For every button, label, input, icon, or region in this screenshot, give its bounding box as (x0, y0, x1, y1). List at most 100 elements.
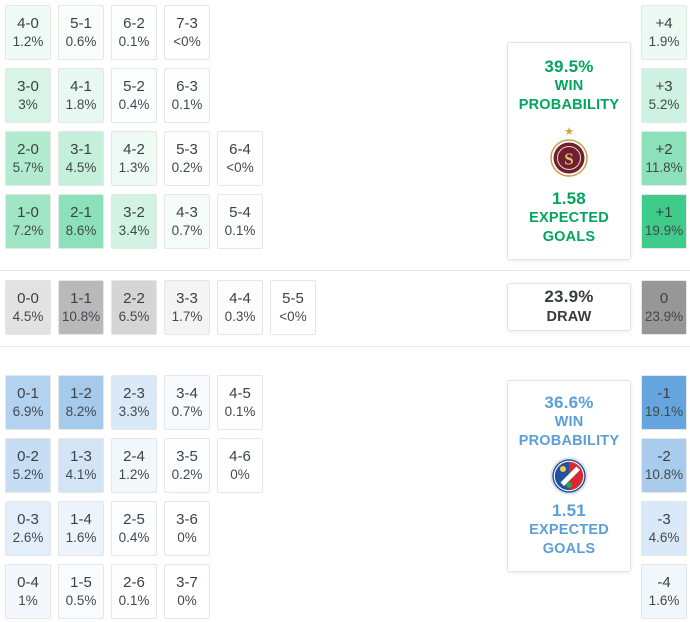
away-expected-label: EXPECTED (529, 522, 609, 538)
cell-label: 0-3 (17, 511, 39, 528)
home-win-summary: 39.5% WIN PROBABILITY (519, 57, 619, 115)
cell-percentage: 23.9% (644, 309, 684, 324)
cell-label: 0 (659, 290, 669, 307)
cell-percentage: 8.6% (65, 223, 97, 238)
cell-label: 3-1 (70, 141, 92, 158)
cell-percentage: 6.5% (118, 309, 150, 324)
cell-percentage: <0% (173, 34, 201, 49)
home-win-probability-value: 39.5% (544, 57, 594, 76)
home-score-cell: 3-0 3% (5, 68, 51, 123)
champion-star-icon: ★ (564, 126, 574, 138)
draw-panel: 23.9% DRAW (507, 283, 631, 331)
home-expected-label: EXPECTED (529, 210, 609, 226)
home-score-cell: 2-1 8.6% (58, 194, 104, 249)
cell-percentage: 0.5% (65, 593, 97, 608)
cell-label: 5-5 (282, 290, 304, 307)
cell-percentage: 0.7% (171, 404, 203, 419)
cell-label: 2-4 (123, 448, 145, 465)
cell-label: -4 (657, 574, 671, 591)
cell-label: 1-4 (70, 511, 92, 528)
cell-percentage: 3% (18, 97, 38, 112)
cell-percentage: 4.6% (648, 530, 680, 545)
cell-label: 3-7 (176, 574, 198, 591)
home-crest-letter: S (564, 150, 573, 169)
away-score-cell: 3-4 0.7% (164, 375, 210, 430)
cell-percentage: 0.1% (171, 97, 203, 112)
cell-label: 3-3 (176, 290, 198, 307)
cell-percentage: 6.9% (12, 404, 44, 419)
cell-label: 4-4 (229, 290, 251, 307)
cell-percentage: 4.5% (65, 160, 97, 175)
cell-label: 1-2 (70, 385, 92, 402)
cell-percentage: 5.7% (12, 160, 44, 175)
cell-percentage: 1.3% (118, 160, 150, 175)
home-goal-margin-cell: +4 1.9% (641, 5, 687, 60)
away-win-label: WIN (554, 414, 584, 430)
cell-percentage: 0.4% (118, 97, 150, 112)
home-goal-margin-cell: +1 19.9% (641, 194, 687, 249)
cell-label: 3-5 (176, 448, 198, 465)
cell-label: 7-3 (176, 15, 198, 32)
home-goal-margin-cell: +3 5.2% (641, 68, 687, 123)
away-score-cell: 2-3 3.3% (111, 375, 157, 430)
cell-percentage: 1.6% (65, 530, 97, 545)
cell-label: +4 (655, 15, 673, 32)
cell-label: 0-4 (17, 574, 39, 591)
cell-percentage: 0.2% (171, 160, 203, 175)
cell-percentage: 5.2% (12, 467, 44, 482)
away-score-cell: 1-3 4.1% (58, 438, 104, 493)
cell-label: 4-1 (70, 78, 92, 95)
cell-percentage: 0.1% (118, 34, 150, 49)
cell-percentage: 5.2% (648, 97, 680, 112)
cell-label: 6-2 (123, 15, 145, 32)
away-score-cell: 1-4 1.6% (58, 501, 104, 556)
draw-score-cell: 4-4 0.3% (217, 280, 263, 335)
cell-label: 0-0 (17, 290, 39, 307)
cell-percentage: 1.7% (171, 309, 203, 324)
cell-label: 4-5 (229, 385, 251, 402)
away-goal-margin-cell: -3 4.6% (641, 501, 687, 556)
away-win-panel: 36.6% WIN PROBABILITY 1.51 EXPECTED GOAL… (507, 380, 631, 572)
cell-percentage: 3.4% (118, 223, 150, 238)
draw-score-cell: 3-3 1.7% (164, 280, 210, 335)
draw-probability-value: 23.9% (544, 287, 594, 306)
cell-label: -3 (657, 511, 671, 528)
away-win-summary: 36.6% WIN PROBABILITY (519, 393, 619, 451)
home-score-cell: 4-3 0.7% (164, 194, 210, 249)
cell-percentage: <0% (279, 309, 307, 324)
section-divider-top (0, 270, 690, 271)
cell-label: 5-4 (229, 204, 251, 221)
cell-percentage: 0% (230, 467, 250, 482)
draw-score-cell: 0-0 4.5% (5, 280, 51, 335)
home-score-cell: 5-1 0.6% (58, 5, 104, 60)
home-expected-goals-summary: 1.58 EXPECTED GOALS (529, 189, 609, 247)
cell-label: 1-1 (70, 290, 92, 307)
home-team-crest-wrap: ★ S (550, 127, 588, 177)
cell-percentage: 1.2% (118, 467, 150, 482)
home-win-panel: 39.5% WIN PROBABILITY ★ S 1.58 EXPECTED … (507, 42, 631, 260)
cell-percentage: 10.8% (644, 467, 684, 482)
cell-label: 2-3 (123, 385, 145, 402)
away-goal-margin-cell: -1 19.1% (641, 375, 687, 430)
cell-label: 3-4 (176, 385, 198, 402)
cell-percentage: 0.1% (224, 404, 256, 419)
cell-label: +1 (655, 204, 673, 221)
draw-score-cell: 1-1 10.8% (58, 280, 104, 335)
cell-percentage: 1.8% (65, 97, 97, 112)
home-score-cell: 7-3 <0% (164, 5, 210, 60)
cell-label: 5-3 (176, 141, 198, 158)
away-goal-margin-cell: -4 1.6% (641, 564, 687, 619)
cell-percentage: 4.1% (65, 467, 97, 482)
home-score-cell: 6-4 <0% (217, 131, 263, 186)
away-score-cell: 2-5 0.4% (111, 501, 157, 556)
away-score-cell: 3-5 0.2% (164, 438, 210, 493)
cell-label: 2-6 (123, 574, 145, 591)
cell-label: -1 (657, 385, 671, 402)
home-team-crest-icon: S (550, 139, 588, 177)
cell-label: 5-1 (70, 15, 92, 32)
cell-percentage: 11.8% (645, 160, 683, 175)
cell-percentage: 0.3% (224, 309, 256, 324)
draw-label: DRAW (546, 309, 592, 325)
cell-percentage: 0% (177, 530, 197, 545)
